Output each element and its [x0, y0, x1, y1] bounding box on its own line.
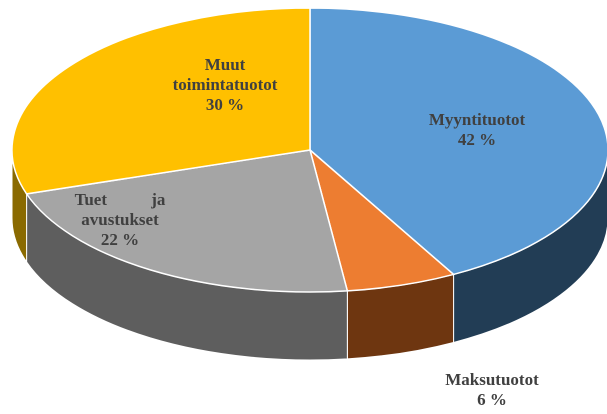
value-label: 22 %	[100, 230, 140, 249]
slice	[309, 7, 607, 276]
slice	[11, 7, 311, 195]
data-label: Muut toimintatuotot 30 %	[150, 55, 300, 115]
value-label: 42 %	[457, 130, 497, 149]
category-name: Tuet ja avustukset	[74, 190, 166, 229]
category-name: Muut toimintatuotot	[172, 55, 278, 94]
data-label: Myyntituotot 42 %	[387, 110, 567, 150]
data-label: Tuet ja avustukset 22 %	[55, 190, 185, 250]
category-name: Maksutuotot	[445, 370, 539, 389]
category-name: Myyntituotot	[428, 110, 526, 129]
value-label: 30 %	[205, 95, 245, 114]
data-label: Maksutuotot 6 %	[402, 370, 582, 410]
slice	[25, 149, 349, 293]
value-label: 6 %	[477, 390, 507, 409]
